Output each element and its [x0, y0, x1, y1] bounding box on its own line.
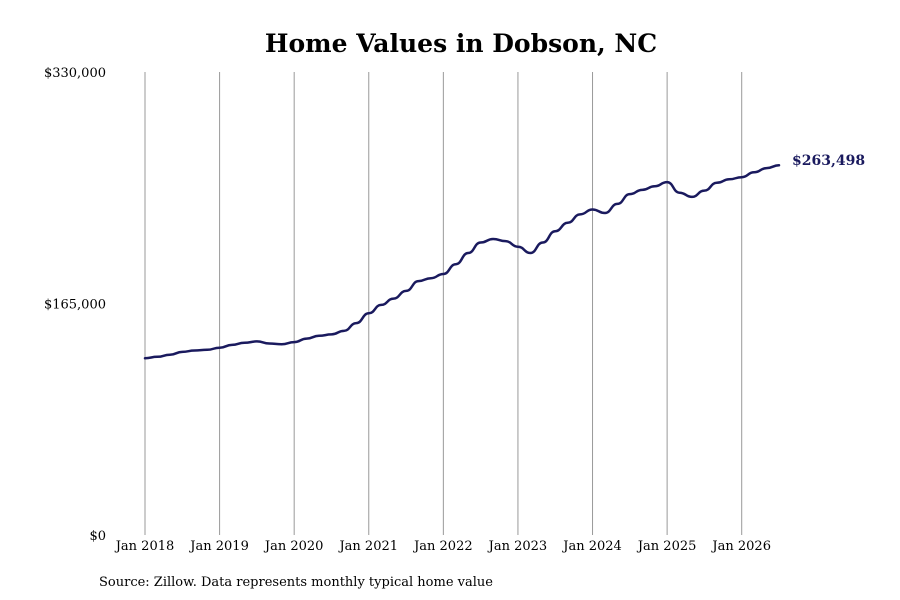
y-tick-label: $165,000: [44, 298, 106, 313]
x-tick-label: Jan 2026: [710, 539, 771, 554]
y-tick-label: $0: [89, 529, 106, 544]
source-note: Source: Zillow. Data represents monthly …: [99, 575, 493, 590]
x-tick-label: Jan 2024: [561, 539, 622, 554]
x-tick-label: Jan 2022: [412, 539, 473, 554]
grid-layer: [144, 72, 743, 535]
x-tick-label: Jan 2023: [487, 539, 548, 554]
x-tick-label: Jan 2018: [114, 539, 175, 554]
x-tick-label: Jan 2025: [636, 539, 697, 554]
series-layer: [143, 164, 781, 360]
y-tick-label: $330,000: [44, 66, 106, 81]
y-axis: $330,000 $165,000 $0: [44, 66, 106, 544]
end-value-label: $263,498: [792, 153, 865, 169]
x-axis: Jan 2018 Jan 2019 Jan 2020 Jan 2021 Jan 2022…: [114, 539, 771, 554]
x-tick-label: Jan 2021: [337, 539, 398, 554]
x-tick-label: Jan 2020: [263, 539, 324, 554]
x-tick-label: Jan 2019: [188, 539, 249, 554]
series-line: [143, 164, 781, 360]
chart-title: Home Values in Dobson, NC: [265, 29, 657, 58]
